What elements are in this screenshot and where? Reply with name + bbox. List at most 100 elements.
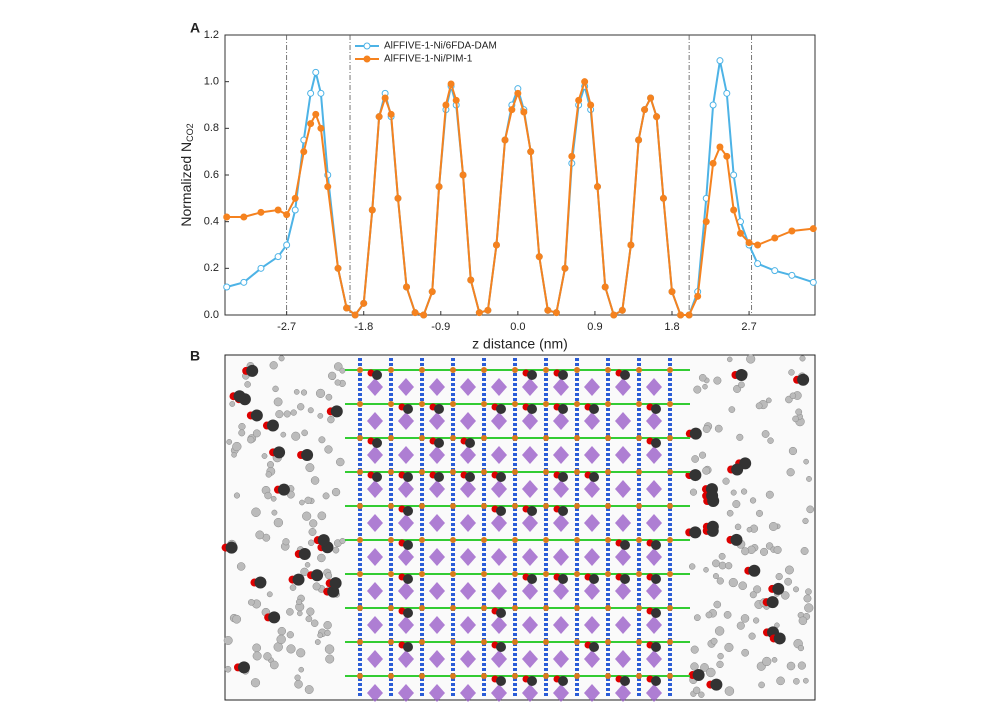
metal-node xyxy=(636,605,642,611)
data-point xyxy=(544,306,552,314)
co2-carbon xyxy=(689,526,702,539)
polymer-atom xyxy=(286,631,294,639)
co2-carbon xyxy=(651,540,661,550)
polymer-atom xyxy=(732,500,741,509)
co2-carbon xyxy=(298,547,311,560)
octahedron xyxy=(522,548,538,566)
metal-node xyxy=(574,639,580,645)
polymer-atom xyxy=(269,660,279,670)
panel-label: A xyxy=(190,20,200,36)
metal-node xyxy=(357,367,363,373)
y-tick-label: 0.8 xyxy=(204,122,219,134)
co2-carbon xyxy=(496,676,506,686)
co2-carbon xyxy=(268,611,281,624)
data-point xyxy=(283,241,291,249)
co2-carbon xyxy=(620,574,630,584)
polymer-atom xyxy=(231,452,237,458)
polymer-atom xyxy=(247,436,255,444)
co2-carbon xyxy=(301,449,314,462)
data-point xyxy=(788,271,796,279)
metal-node xyxy=(636,537,642,543)
polymer-atom xyxy=(331,487,341,497)
polymer-atom xyxy=(325,572,333,580)
data-point xyxy=(575,96,583,104)
co2-carbon xyxy=(772,582,785,595)
co2-carbon xyxy=(589,404,599,414)
polymer-atom xyxy=(339,537,346,544)
octahedron xyxy=(553,480,569,498)
data-point xyxy=(420,311,428,319)
polymer-atom xyxy=(718,552,726,560)
co2-carbon xyxy=(527,506,537,516)
data-point xyxy=(754,260,762,268)
metal-node xyxy=(481,605,487,611)
polymer-atom xyxy=(797,661,806,670)
polymer-atom xyxy=(276,634,286,645)
data-point xyxy=(257,208,265,216)
octahedron xyxy=(367,582,383,600)
co2-carbon xyxy=(589,472,599,482)
co2-carbon xyxy=(651,642,661,652)
y-axis-label-main: Normalized N xyxy=(178,142,194,227)
octahedron xyxy=(460,412,476,430)
co2-carbon xyxy=(273,446,286,459)
polymer-atom xyxy=(795,408,803,416)
metal-node xyxy=(543,401,549,407)
polymer-atom xyxy=(226,439,233,445)
octahedron xyxy=(615,412,631,430)
polymer-atom xyxy=(724,686,735,696)
polymer-atom xyxy=(273,397,283,407)
octahedron xyxy=(584,684,600,702)
polymer-atom xyxy=(736,621,745,630)
metal-node xyxy=(512,571,518,577)
polymer-atom xyxy=(703,567,709,573)
data-point xyxy=(394,194,402,202)
metal-node xyxy=(636,435,642,441)
polymer-atom xyxy=(333,362,343,371)
metal-node xyxy=(636,469,642,475)
data-point xyxy=(291,194,299,202)
metal-node xyxy=(574,469,580,475)
data-point xyxy=(317,124,325,132)
octahedron xyxy=(615,650,631,668)
octahedron xyxy=(367,446,383,464)
octahedron xyxy=(429,582,445,600)
data-point xyxy=(601,283,609,291)
data-point xyxy=(375,113,383,121)
polymer-atom xyxy=(278,355,285,362)
metal-node xyxy=(450,673,456,679)
polymer-atom xyxy=(250,678,261,688)
octahedron xyxy=(553,514,569,532)
polymer-atom xyxy=(328,371,337,380)
polymer-atom xyxy=(266,591,273,598)
data-point xyxy=(240,213,248,221)
metal-node xyxy=(667,537,673,543)
metal-node xyxy=(512,469,518,475)
polymer-atom xyxy=(761,430,770,438)
co2-carbon xyxy=(233,390,246,403)
polymer-atom xyxy=(304,562,311,568)
co2-carbon xyxy=(403,540,413,550)
octahedron xyxy=(584,650,600,668)
data-point xyxy=(730,206,738,214)
metal-node xyxy=(357,571,363,577)
metal-node xyxy=(605,639,611,645)
metal-node xyxy=(605,605,611,611)
polymer-atom xyxy=(339,367,346,374)
polymer-atom xyxy=(289,584,297,591)
polymer-atom xyxy=(753,585,762,594)
co2-carbon xyxy=(651,608,661,618)
polymer-atom xyxy=(263,652,272,661)
data-point xyxy=(257,264,265,272)
metal-node xyxy=(481,673,487,679)
octahedron xyxy=(522,616,538,634)
data-point xyxy=(568,152,576,160)
polymer-atom xyxy=(286,608,294,616)
octahedron xyxy=(460,616,476,634)
polymer-atom xyxy=(282,538,290,546)
polymer-atom xyxy=(251,507,261,517)
polymer-atom xyxy=(236,562,246,571)
x-tick-label: 2.7 xyxy=(741,321,756,333)
polymer-atom xyxy=(784,565,794,575)
polymer-atom xyxy=(252,643,262,653)
